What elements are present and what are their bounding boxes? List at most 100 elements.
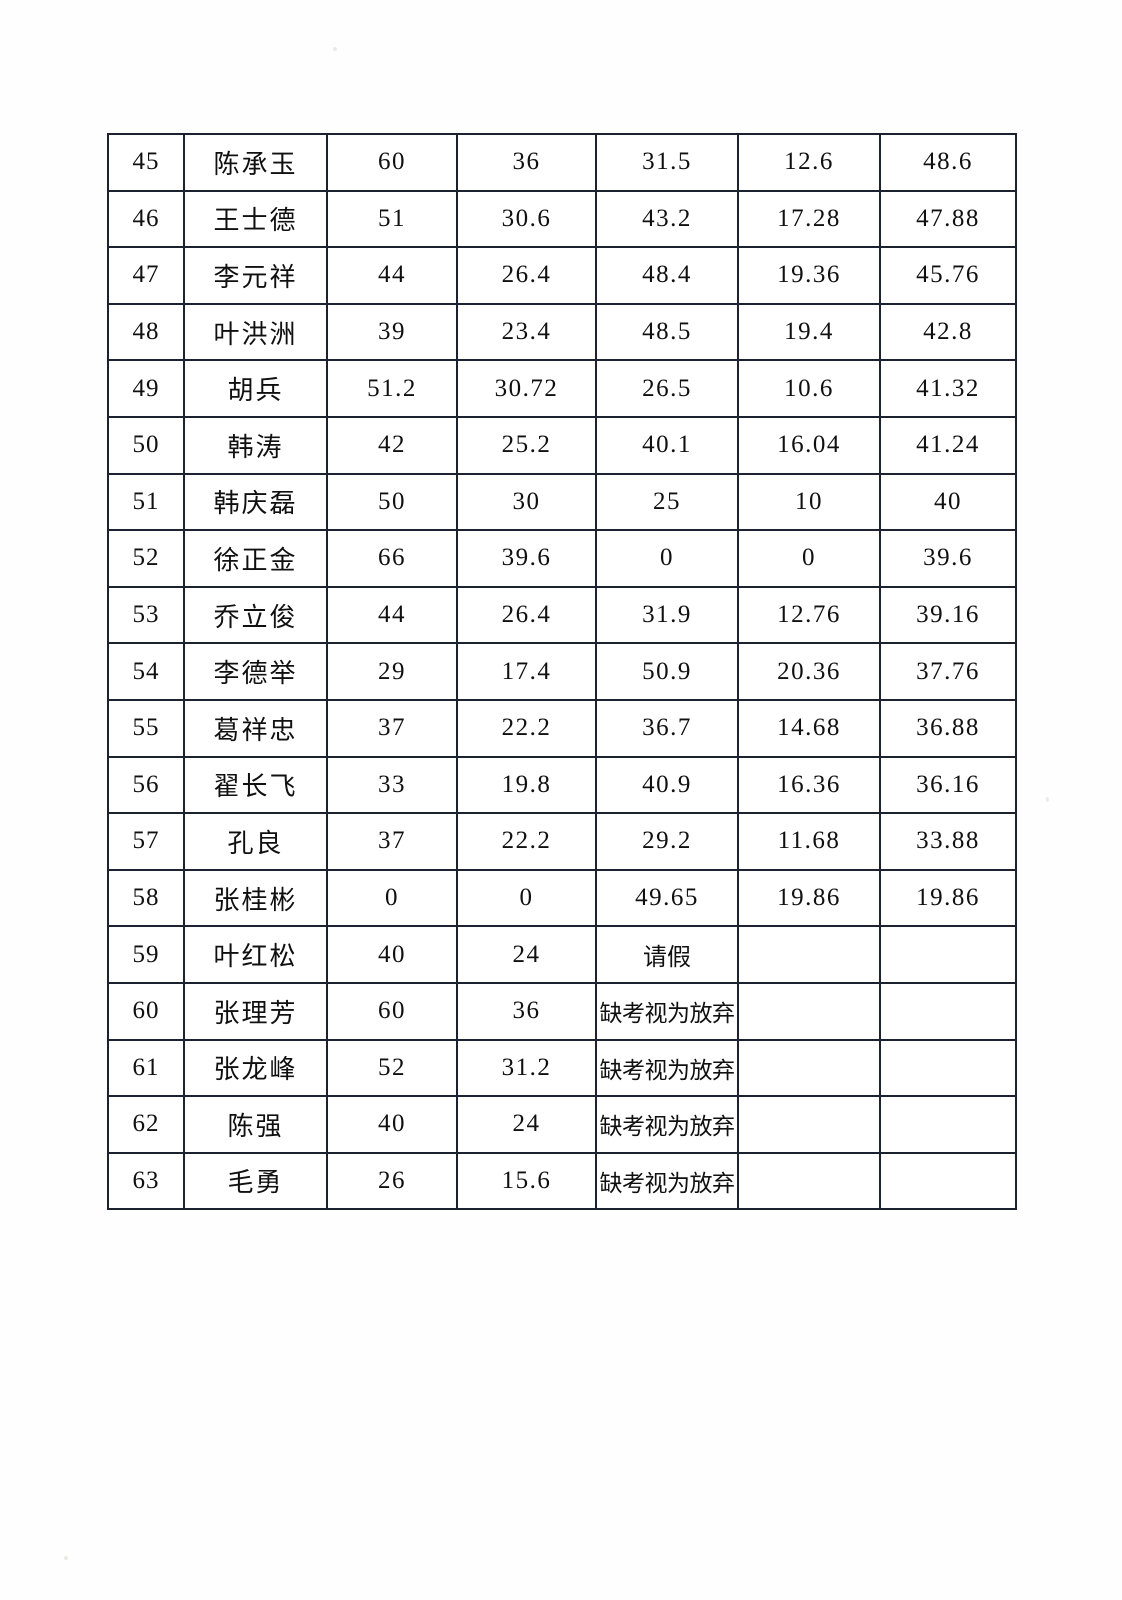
cell-v2: 19.8 [456, 755, 597, 815]
cell-v3: 49.65 [595, 868, 739, 928]
status-note: 缺考视为放弃 [595, 981, 739, 1041]
empty-cell [879, 1038, 1017, 1098]
person-name: 毛勇 [183, 1151, 328, 1211]
score-table-container: 45 陈承玉 60 36 31.5 12.6 48.6 46 王士德 51 30.6 43.2 17.2… [107, 133, 1017, 1211]
table-row: 55 葛祥忠 37 22.2 36.7 14.68 36.88 [107, 698, 1017, 758]
cell-v2: 24 [456, 925, 597, 984]
cell-v2: 39.6 [456, 529, 597, 588]
cell-v4: 12.76 [737, 585, 881, 645]
cell-v1: 66 [326, 529, 458, 588]
person-name: 翟长飞 [183, 755, 328, 815]
person-name: 胡兵 [183, 359, 328, 418]
status-note: 缺考视为放弃 [595, 1038, 739, 1098]
cell-v5: 40 [879, 472, 1017, 532]
person-name: 李元祥 [183, 246, 328, 305]
row-index: 45 [107, 133, 185, 192]
cell-v4: 16.04 [737, 415, 881, 475]
cell-v3: 40.1 [595, 415, 739, 475]
cell-v4: 11.68 [737, 812, 881, 871]
cell-v1: 50 [326, 472, 458, 532]
status-note: 缺考视为放弃 [595, 1151, 739, 1211]
cell-v4: 19.86 [737, 868, 881, 928]
person-name: 孔良 [183, 812, 328, 871]
cell-v2: 30.6 [456, 189, 597, 249]
cell-v3: 40.9 [595, 755, 739, 815]
empty-cell [737, 981, 881, 1041]
row-index: 59 [107, 925, 185, 984]
cell-v5: 41.24 [879, 415, 1017, 475]
person-name: 韩涛 [183, 415, 328, 475]
cell-v2: 25.2 [456, 415, 597, 475]
cell-v5: 36.88 [879, 698, 1017, 758]
empty-cell [737, 1151, 881, 1211]
cell-v4: 12.6 [737, 133, 881, 192]
cell-v2: 36 [456, 981, 597, 1041]
row-index: 54 [107, 642, 185, 701]
cell-v1: 44 [326, 585, 458, 645]
cell-v4: 19.36 [737, 246, 881, 305]
table-row: 62 陈强 40 24 缺考视为放弃 [107, 1095, 1017, 1154]
scan-speck [64, 1556, 68, 1560]
cell-v2: 22.2 [456, 698, 597, 758]
cell-v5: 45.76 [879, 246, 1017, 305]
cell-v3: 25 [595, 472, 739, 532]
cell-v4: 10 [737, 472, 881, 532]
person-name: 葛祥忠 [183, 698, 328, 758]
cell-v5: 19.86 [879, 868, 1017, 928]
cell-v3: 26.5 [595, 359, 739, 418]
cell-v1: 40 [326, 1095, 458, 1154]
cell-v1: 37 [326, 812, 458, 871]
row-index: 63 [107, 1151, 185, 1211]
table-row: 63 毛勇 26 15.6 缺考视为放弃 [107, 1151, 1017, 1211]
table-row: 53 乔立俊 44 26.4 31.9 12.76 39.16 [107, 585, 1017, 645]
table-row: 52 徐正金 66 39.6 0 0 39.6 [107, 529, 1017, 588]
cell-v1: 51 [326, 189, 458, 249]
person-name: 王士德 [183, 189, 328, 249]
row-index: 52 [107, 529, 185, 588]
cell-v5: 33.88 [879, 812, 1017, 871]
person-name: 叶洪洲 [183, 302, 328, 362]
cell-v2: 30 [456, 472, 597, 532]
table-row: 60 张理芳 60 36 缺考视为放弃 [107, 981, 1017, 1041]
scan-speck [1046, 797, 1049, 802]
cell-v2: 0 [456, 868, 597, 928]
cell-v1: 39 [326, 302, 458, 362]
table-row: 48 叶洪洲 39 23.4 48.5 19.4 42.8 [107, 302, 1017, 362]
cell-v2: 30.72 [456, 359, 597, 418]
score-table-body: 45 陈承玉 60 36 31.5 12.6 48.6 46 王士德 51 30.6 43.2 17.2… [107, 133, 1017, 1211]
cell-v5: 39.6 [879, 529, 1017, 588]
person-name: 李德举 [183, 642, 328, 701]
table-row: 50 韩涛 42 25.2 40.1 16.04 41.24 [107, 415, 1017, 475]
cell-v3: 48.4 [595, 246, 739, 305]
cell-v5: 41.32 [879, 359, 1017, 418]
empty-cell [737, 1095, 881, 1154]
cell-v5: 36.16 [879, 755, 1017, 815]
cell-v3: 29.2 [595, 812, 739, 871]
cell-v1: 51.2 [326, 359, 458, 418]
person-name: 徐正金 [183, 529, 328, 588]
cell-v2: 31.2 [456, 1038, 597, 1098]
row-index: 61 [107, 1038, 185, 1098]
cell-v2: 26.4 [456, 246, 597, 305]
person-name: 陈强 [183, 1095, 328, 1154]
person-name: 乔立俊 [183, 585, 328, 645]
cell-v2: 26.4 [456, 585, 597, 645]
row-index: 49 [107, 359, 185, 418]
cell-v1: 60 [326, 981, 458, 1041]
row-index: 50 [107, 415, 185, 475]
cell-v5: 42.8 [879, 302, 1017, 362]
status-note: 请假 [595, 925, 739, 984]
cell-v4: 14.68 [737, 698, 881, 758]
cell-v2: 23.4 [456, 302, 597, 362]
cell-v4: 16.36 [737, 755, 881, 815]
cell-v2: 24 [456, 1095, 597, 1154]
table-row: 59 叶红松 40 24 请假 [107, 925, 1017, 984]
row-index: 51 [107, 472, 185, 532]
person-name: 韩庆磊 [183, 472, 328, 532]
person-name: 叶红松 [183, 925, 328, 984]
row-index: 47 [107, 246, 185, 305]
table-row: 51 韩庆磊 50 30 25 10 40 [107, 472, 1017, 532]
cell-v1: 42 [326, 415, 458, 475]
table-row: 61 张龙峰 52 31.2 缺考视为放弃 [107, 1038, 1017, 1098]
row-index: 57 [107, 812, 185, 871]
